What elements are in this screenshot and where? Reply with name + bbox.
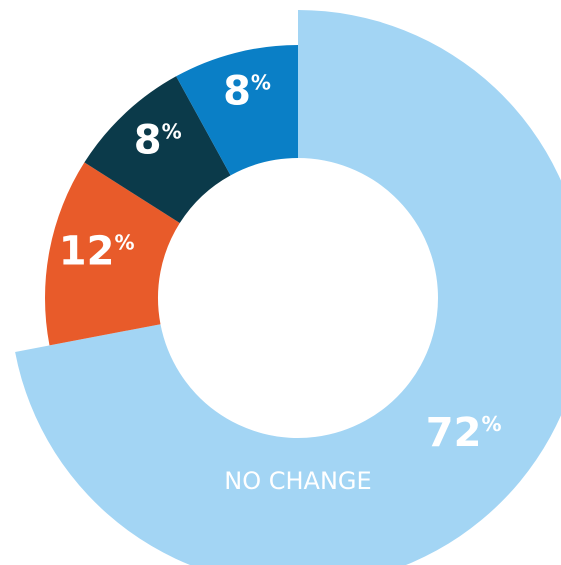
value-label: 8%: [134, 118, 182, 164]
slice: [176, 45, 298, 176]
category-label: NO CHANGE: [224, 467, 371, 495]
value-label: 12%: [59, 229, 135, 275]
slice: [15, 10, 561, 565]
value-label: 8%: [223, 68, 271, 114]
slice: [45, 162, 180, 346]
slice: [84, 76, 231, 223]
value-label: 72%: [426, 410, 502, 456]
